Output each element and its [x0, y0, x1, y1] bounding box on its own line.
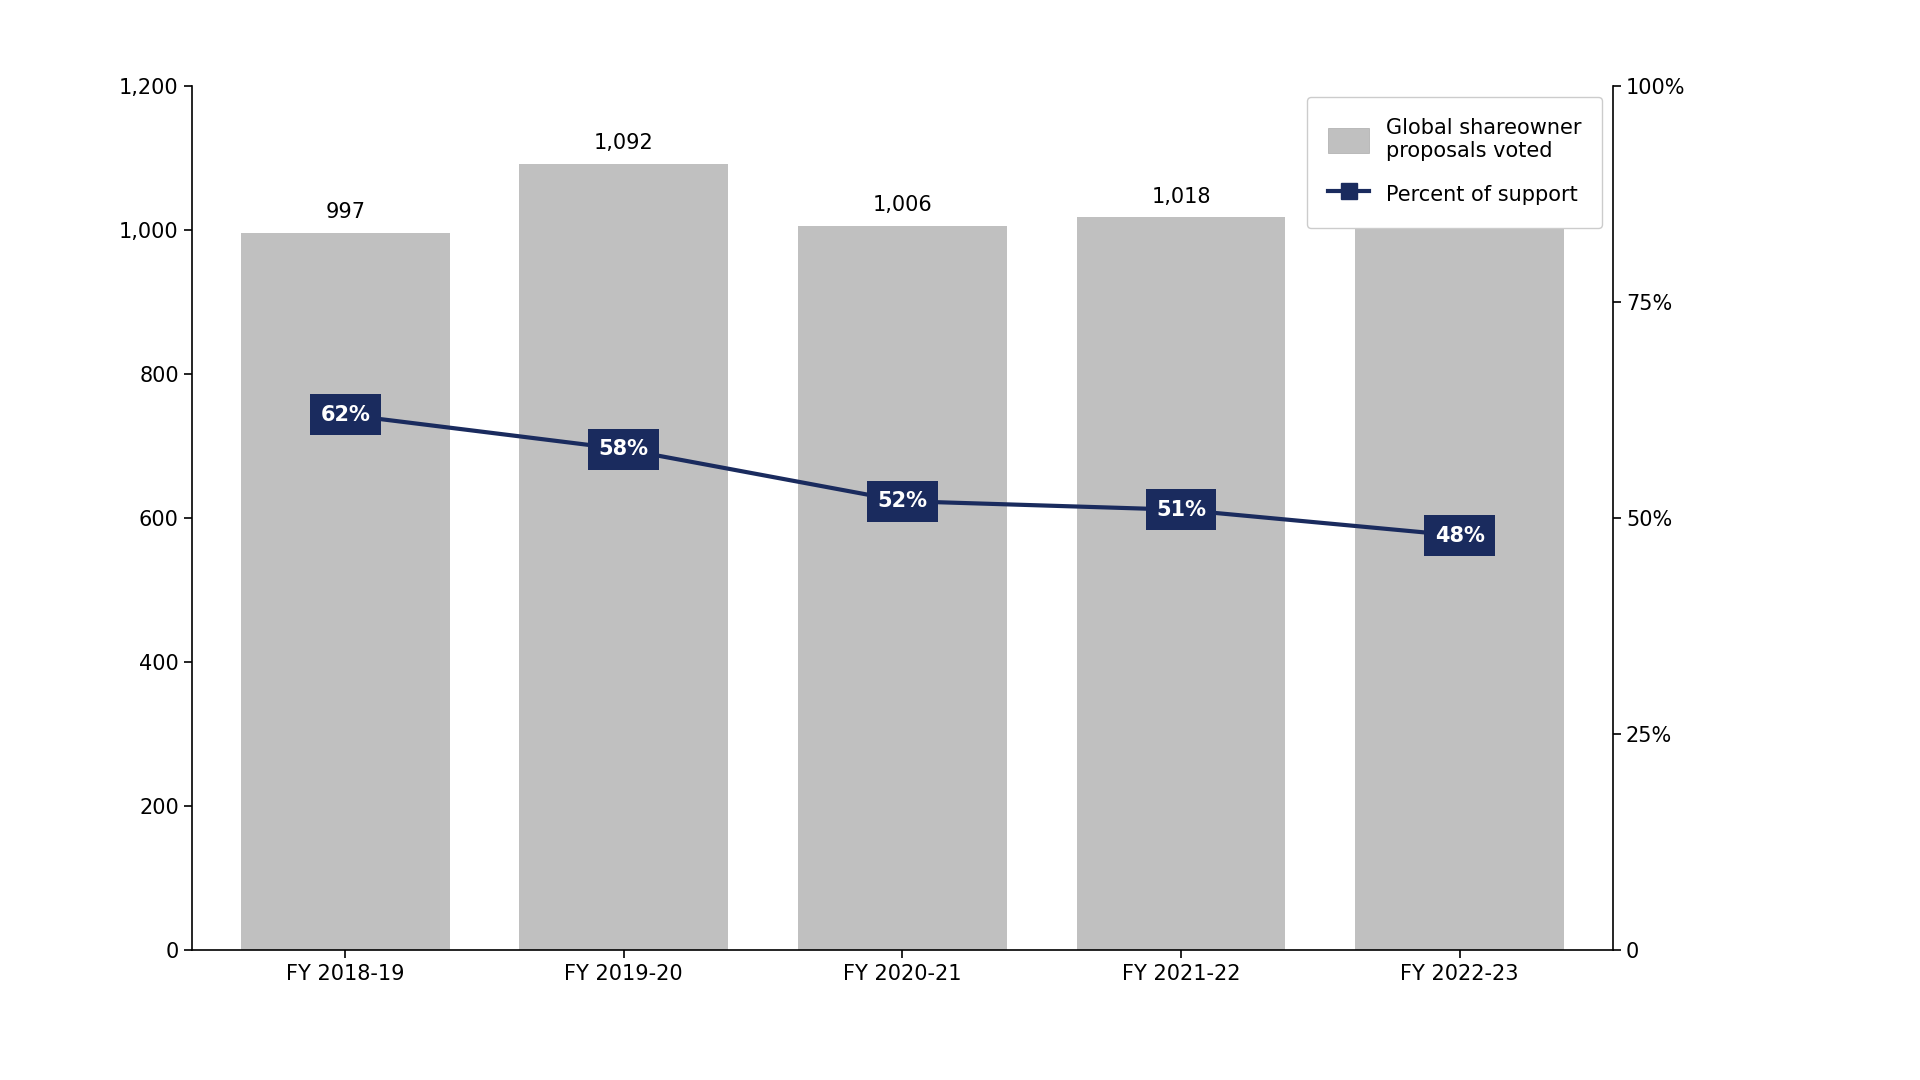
Text: 1,092: 1,092 [593, 133, 653, 153]
Text: 48%: 48% [1434, 526, 1484, 545]
Bar [240, 232, 449, 950]
Bar [1077, 217, 1286, 950]
Text: 62%: 62% [321, 405, 371, 424]
Bar [799, 226, 1006, 950]
Text: 997: 997 [324, 202, 365, 221]
Text: 1,018: 1,018 [1152, 187, 1212, 206]
Bar [518, 164, 728, 950]
Legend: Global shareowner
proposals voted, Percent of support: Global shareowner proposals voted, Perce… [1308, 97, 1603, 228]
Text: 58%: 58% [599, 440, 649, 459]
Bar [1356, 139, 1565, 950]
Text: 1,126: 1,126 [1430, 109, 1490, 129]
Text: 51%: 51% [1156, 500, 1206, 519]
Text: 1,006: 1,006 [872, 195, 933, 215]
Text: 52%: 52% [877, 491, 927, 511]
